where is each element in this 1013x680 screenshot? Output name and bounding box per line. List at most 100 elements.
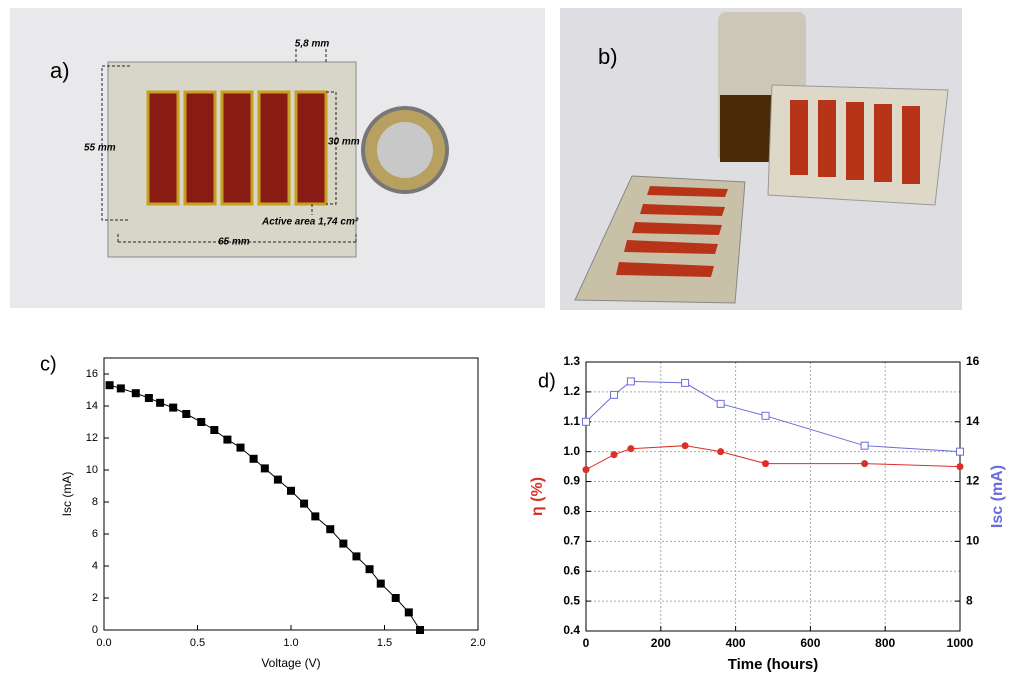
marker [326,525,335,534]
marker [144,394,153,402]
marker [169,403,178,412]
marker [610,390,619,399]
marker [582,466,590,474]
photo-b: b) [560,8,962,310]
annotation: 5,8 mm [295,39,330,50]
marker [182,410,191,418]
y-tick-label: 4 [92,560,98,572]
x-tick-label: 0.0 [96,637,111,649]
x-tick-label: 800 [875,636,895,650]
marker [762,460,770,468]
panel-label: c) [40,353,57,375]
y-tick-label: 0.7 [563,534,580,548]
cell-stripes [616,100,920,277]
x-tick-label: 400 [726,636,746,650]
y-tick-label: 0.8 [563,504,580,518]
cell-stripe [220,90,254,206]
y-tick-label: 0.4 [563,623,580,637]
y2-axis-label: Isc (mA) [989,465,1006,528]
marker [861,460,869,468]
y2-tick-label: 10 [966,534,980,548]
marker [391,594,400,602]
x-tick-label: 1000 [947,636,974,650]
y-tick-label: 10 [86,464,98,476]
marker [156,398,165,407]
chart: c) 0.0 0.5 1.0 1.5 2.0 0 2 4 6 8 10 12 14 16 Voltage (V… [40,353,486,670]
x-tick-label: 2.0 [470,637,485,649]
plot-frame [103,357,479,631]
x-tick-label: 600 [800,636,820,650]
marker [717,448,725,456]
marker [249,454,258,463]
marker [105,381,114,390]
series-line [585,445,961,471]
y-tick-label: 1.1 [563,414,580,428]
y-tick-label: 0.9 [563,474,580,488]
plot-frame [585,361,961,632]
x-axis-label: Time (hours) [728,656,819,673]
marker [956,447,964,456]
marker [339,539,348,548]
cell-stripe [146,90,180,206]
annotation: 65 mm [218,237,250,248]
marker [311,512,320,521]
marker [716,399,725,408]
y-tick-label: 6 [92,528,98,540]
y2-tick-label: 12 [966,474,980,488]
y2-tick-label: 16 [966,354,980,368]
y-tick-label: 2 [92,592,98,604]
marker [610,451,618,459]
marker [223,435,232,444]
annotation: Active area 1,74 cm² [261,217,359,228]
marker [287,486,295,495]
marker [626,377,635,386]
marker [582,417,590,426]
y-axis-label: η (%) [529,477,546,516]
photo-a: a) 5,8 mm 55 mm 30 mm Active area 1,74 c… [10,8,545,308]
y-tick-label: 8 [92,496,98,508]
marker [860,441,869,450]
marker [352,552,361,561]
y-tick-label: 1.3 [563,354,580,368]
series-line [109,384,421,631]
y-tick-label: 0 [92,624,98,636]
x-tick-label: 200 [651,636,671,650]
marker [681,442,689,450]
marker [627,445,635,453]
marker [761,411,770,420]
marker [273,475,282,484]
x-tick-label: 0 [583,636,590,650]
x-tick-label: 0.5 [190,637,205,649]
annotation: 30 mm [328,137,360,148]
marker [376,579,385,588]
marker [116,384,125,393]
marker [416,626,425,634]
chart: d) 0 200 400 600 800 1000 0.4 0.5 0.6 0.7 0.8 0.9 1.0… [529,354,1006,673]
marker [300,499,309,508]
y-axis-label: Isc (mA) [60,472,74,517]
y2-tick-label: 14 [966,414,980,428]
x-tick-label: 1.5 [377,637,392,649]
cell-stripe [294,90,328,206]
x-tick-label: 1.0 [283,637,298,649]
marker [404,608,413,617]
cell-stripe [183,90,217,206]
panel-label: b) [598,44,618,69]
marker [236,443,245,452]
y2-tick-label: 8 [966,593,973,607]
y-tick-label: 16 [86,368,98,380]
panel-label: a) [50,58,70,83]
y-tick-label: 0.5 [563,593,580,607]
dimension-lines [101,48,357,243]
marker [681,378,690,387]
x-axis-label: Voltage (V) [261,656,320,670]
marker [365,565,374,574]
coin-center [377,122,433,178]
marker [197,418,206,426]
marker [210,426,219,434]
annotation: 55 mm [84,143,116,154]
panel-label: d) [538,370,556,392]
y-tick-label: 1.0 [563,444,580,458]
y-tick-label: 14 [86,400,98,412]
